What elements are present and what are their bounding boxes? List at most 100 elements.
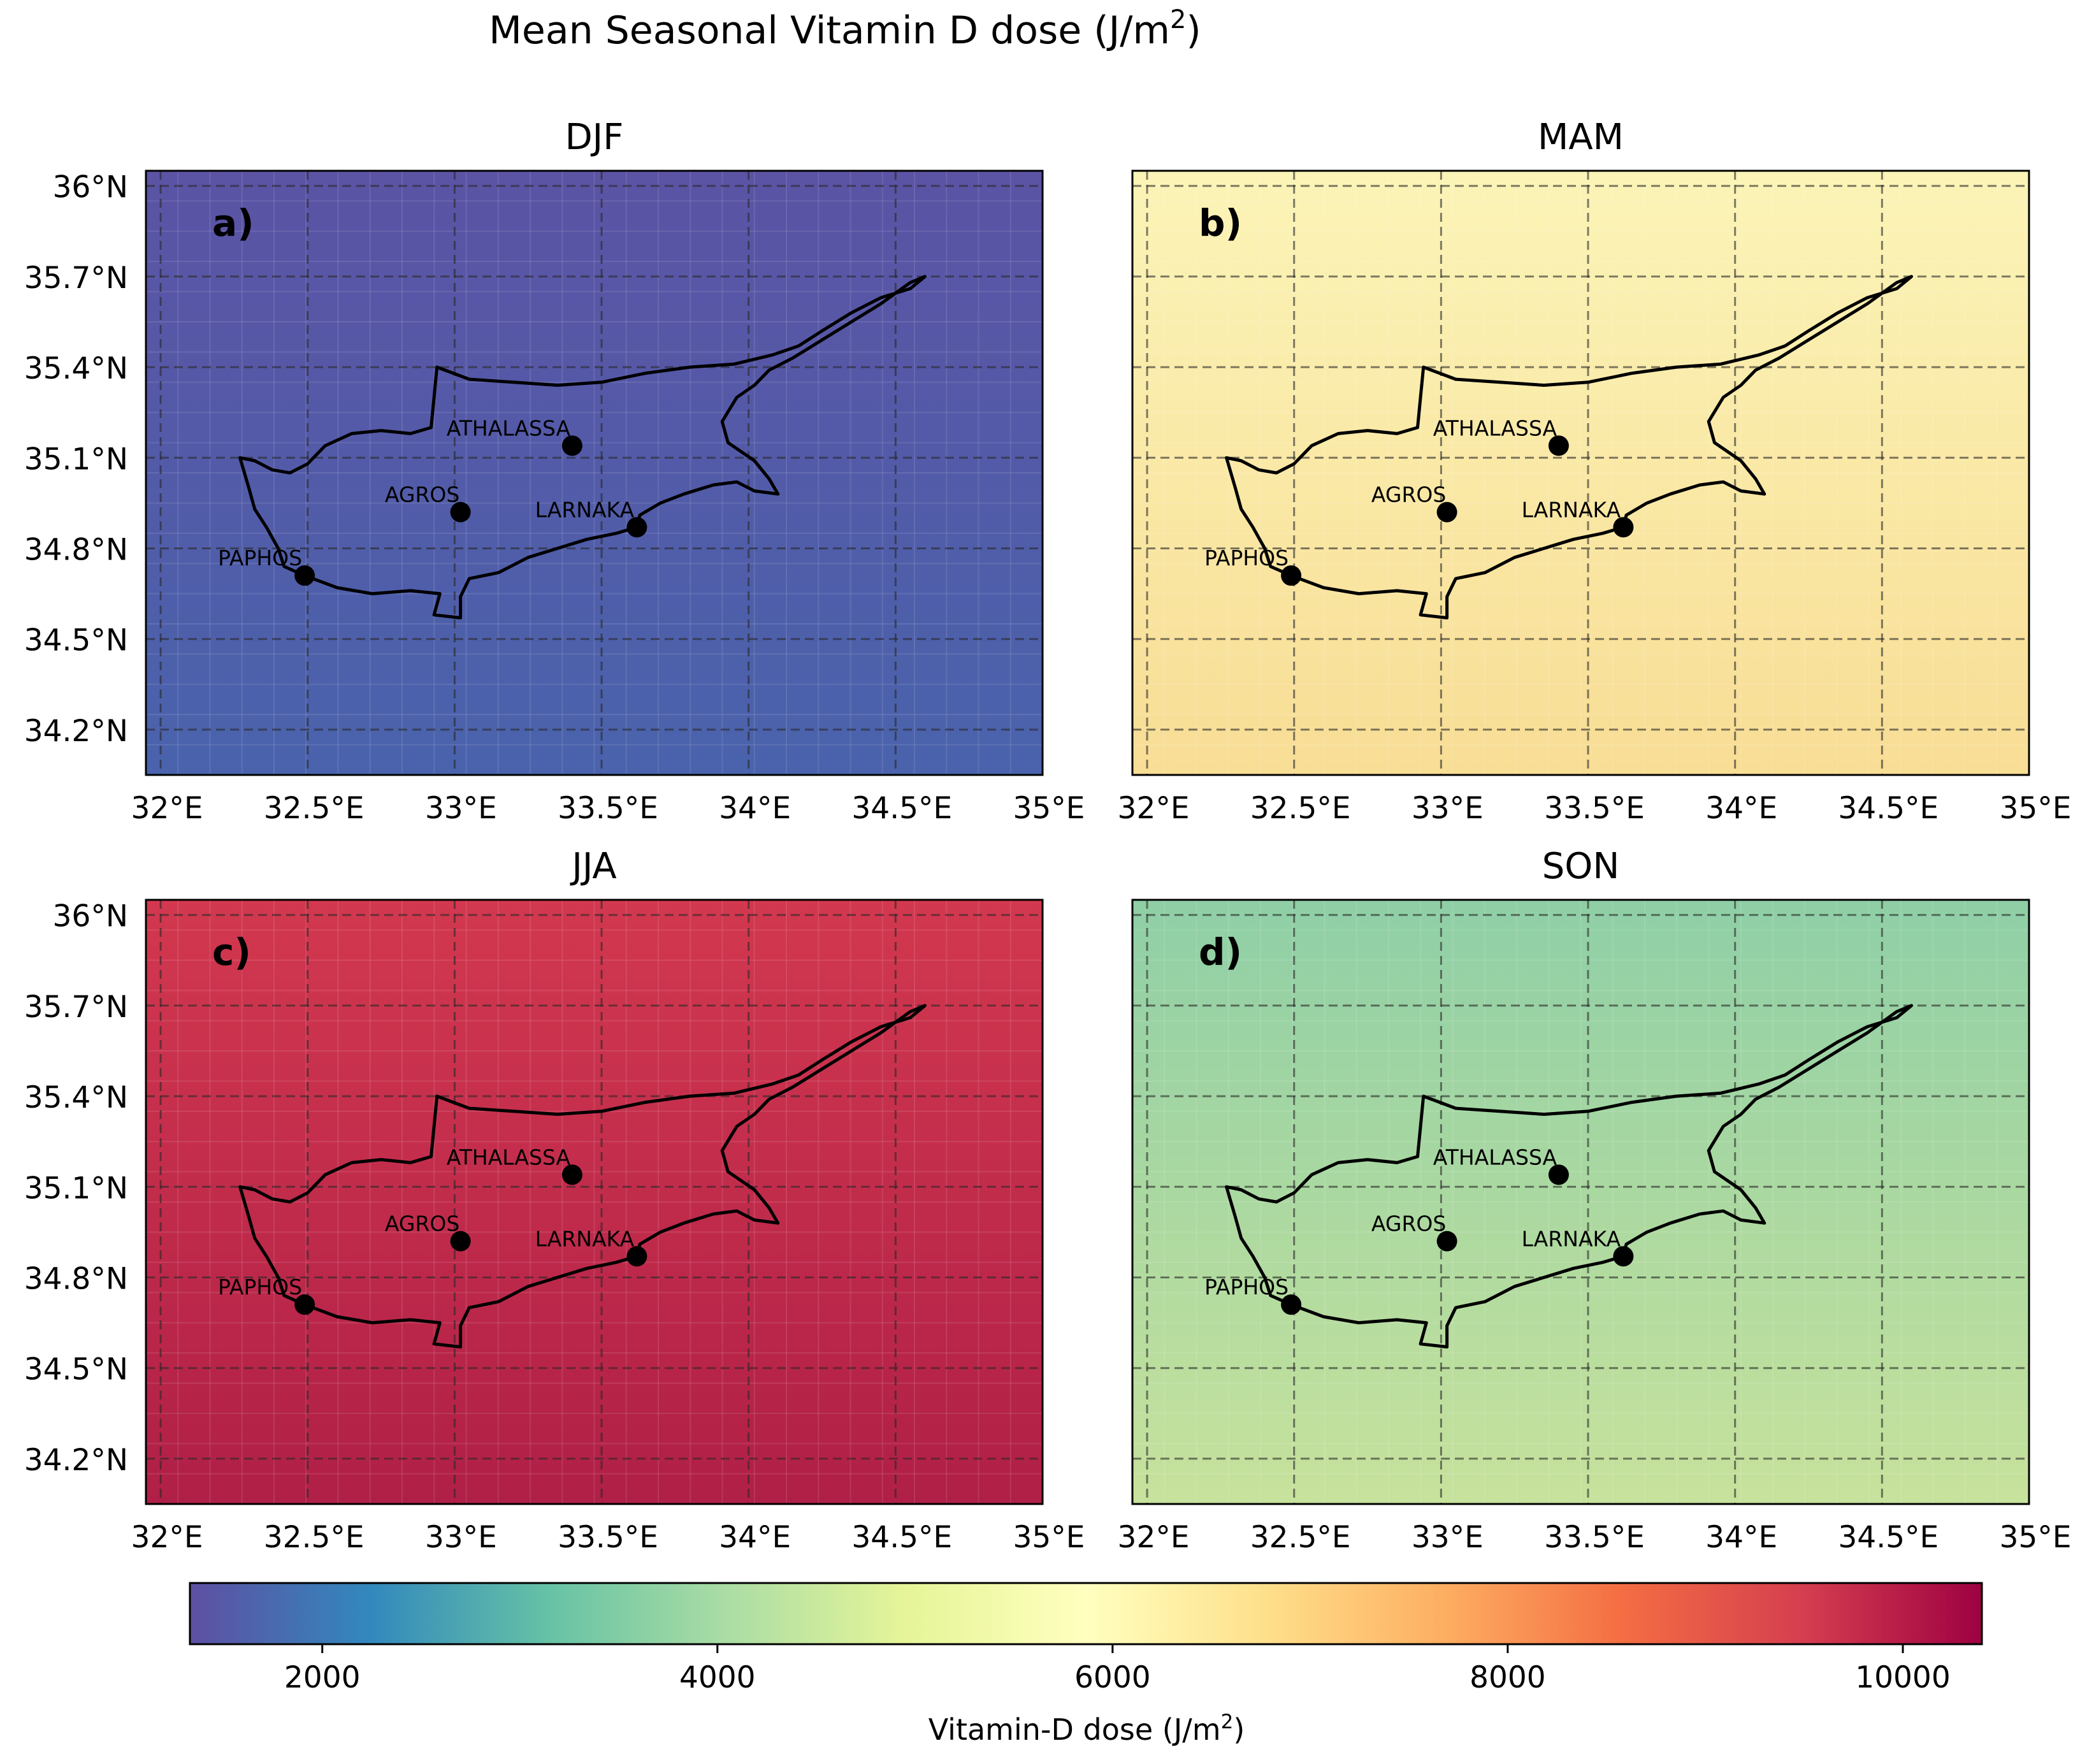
station-label-agros: AGROS [385,1211,459,1236]
map-panel-djf: DJF a) ATHALASSA AGROS LARNAKA PAPHOS 36°N 35.7… [24,117,1085,826]
lat-tick-label: 34.5°N [24,623,128,658]
cyprus-coastline [238,1004,927,1348]
lat-tick-label: 36°N [53,899,128,934]
station-label-athalassa: ATHALASSA [447,1145,571,1169]
colorbar-gradient [189,1582,1983,1645]
colorbar-tick-label: 4000 [679,1660,756,1695]
station-label-larnaka: LARNAKA [535,1226,635,1251]
lon-tick-label: 33°E [425,791,497,826]
station-marker-larnaka [626,1246,647,1267]
lon-tick-label: 33°E [1412,1520,1484,1555]
lon-tick-label: 34°E [1705,791,1777,826]
colorbar-tick-label: 2000 [284,1660,361,1695]
panel-letter: b) [1199,201,1242,245]
station-marker-agros [1436,502,1457,523]
map-panels: DJF a) ATHALASSA AGROS LARNAKA PAPHOS 36°N 35.7… [24,117,2072,1555]
station-marker-larnaka [1613,1246,1634,1267]
station-marker-agros [1436,1231,1457,1252]
panel-letter: a) [212,201,254,245]
lon-tick-label: 33.5°E [1544,1520,1645,1555]
colorbar-tick-label: 6000 [1074,1660,1151,1695]
lon-tick-label: 32.5°E [1250,1520,1351,1555]
station-label-larnaka: LARNAKA [1522,497,1621,522]
station-label-agros: AGROS [1371,1211,1446,1236]
lat-tick-label: 34.2°N [24,714,128,749]
dose-field [1132,900,2029,1504]
lon-tick-label: 32°E [1118,791,1190,826]
station-label-paphos: PAPHOS [1204,1275,1289,1299]
lat-tick-label: 35.4°N [24,1080,128,1115]
lat-tick-label: 34.8°N [24,1262,128,1297]
station-label-athalassa: ATHALASSA [1433,416,1557,440]
dose-field [146,171,1043,775]
station-label-larnaka: LARNAKA [1522,1226,1621,1251]
lon-tick-label: 34°E [719,791,791,826]
station-marker-agros [450,1231,471,1252]
lon-tick-label: 34°E [1705,1520,1777,1555]
lon-tick-label: 35°E [1999,1520,2071,1555]
lat-tick-label: 35.1°N [24,1171,128,1206]
station-label-agros: AGROS [385,482,459,507]
station-marker-paphos [1281,565,1302,586]
lon-tick-label: 33.5°E [558,791,658,826]
lat-tick-label: 35.7°N [24,990,128,1025]
lon-tick-label: 34.5°E [851,791,952,826]
station-marker-athalassa [1548,1164,1569,1185]
colorbar: 2000 4000 6000 8000 10000 Vitamin-D dose (J/… [189,1582,1983,1747]
panel-title: SON [1542,846,1620,887]
station-marker-paphos [1281,1294,1302,1315]
station-marker-paphos [294,1294,315,1315]
lat-tick-label: 34.8°N [24,533,128,568]
cyprus-coastline [238,275,927,619]
station-label-paphos: PAPHOS [1204,546,1289,570]
lon-tick-label: 32°E [1118,1520,1190,1555]
station-label-athalassa: ATHALASSA [447,416,571,440]
map-panel-son: SON d) ATHALASSA AGROS LARNAKA PAPHOS 32°E 32.5… [1118,846,2072,1555]
lon-tick-label: 32.5°E [264,1520,365,1555]
lon-tick-label: 33°E [1412,791,1484,826]
station-marker-athalassa [1548,435,1569,456]
lon-tick-label: 33°E [425,1520,497,1555]
panel-title: DJF [565,117,624,158]
lat-tick-label: 36°N [53,170,128,205]
station-marker-larnaka [626,517,647,538]
lon-tick-label: 32°E [131,1520,203,1555]
colorbar-tick-label: 10000 [1855,1660,1951,1695]
lat-tick-label: 35.4°N [24,351,128,386]
lon-tick-label: 33.5°E [1544,791,1645,826]
station-marker-athalassa [561,1164,582,1185]
cyprus-coastline [1225,275,1913,619]
colorbar-label: Vitamin-D dose (J/m2) [928,1710,1245,1747]
cyprus-coastline [1225,1004,1913,1348]
lon-tick-label: 34.5°E [851,1520,952,1555]
lon-tick-label: 34°E [719,1520,791,1555]
lon-tick-label: 34.5°E [1838,1520,1939,1555]
lon-tick-label: 32°E [131,791,203,826]
station-marker-athalassa [561,435,582,456]
lon-tick-label: 34.5°E [1838,791,1939,826]
lat-tick-label: 34.5°N [24,1352,128,1387]
station-label-paphos: PAPHOS [218,546,302,570]
map-panel-mam: MAM b) ATHALASSA AGROS LARNAKA PAPHOS 32°E 32.5… [1118,117,2072,826]
dose-field [1132,171,2029,775]
lon-tick-label: 32.5°E [264,791,365,826]
dose-field [146,900,1043,1504]
station-label-agros: AGROS [1371,482,1446,507]
station-marker-agros [450,502,471,523]
lon-tick-label: 33.5°E [558,1520,658,1555]
panel-letter: c) [212,930,251,974]
panel-frame [145,170,1044,776]
lat-tick-label: 34.2°N [24,1443,128,1478]
colorbar-tick-label: 8000 [1470,1660,1546,1695]
figure-title: Mean Seasonal Vitamin D dose (J/m2) [489,5,1201,53]
map-panel-jja: JJA c) ATHALASSA AGROS LARNAKA PAPHOS 36°N 35.7… [24,846,1085,1555]
station-label-larnaka: LARNAKA [535,497,635,522]
station-marker-larnaka [1613,517,1634,538]
panel-letter: d) [1199,930,1242,974]
lon-tick-label: 35°E [1999,791,2071,826]
station-marker-paphos [294,565,315,586]
station-label-athalassa: ATHALASSA [1433,1145,1557,1169]
lon-tick-label: 35°E [1013,1520,1085,1555]
panel-frame [145,899,1044,1505]
